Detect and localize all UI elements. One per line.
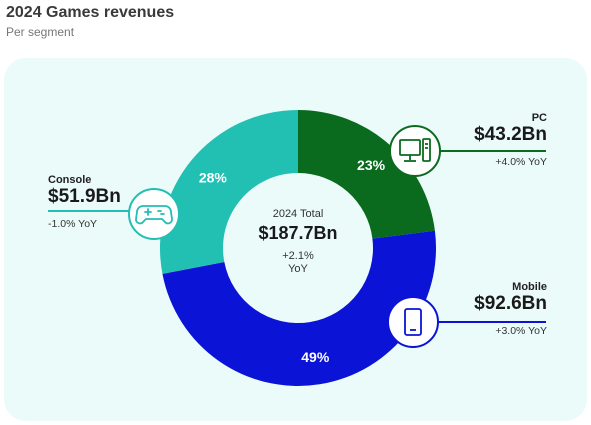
pc-icon-badge [389, 125, 441, 177]
total-summary: 2024 Total $187.7Bn +2.1% YoY [234, 208, 362, 276]
console-yoy: -1.0% YoY [48, 218, 98, 230]
total-yoy-percent: +2.1% [282, 250, 314, 262]
pc-yoy: +4.0% YoY [495, 156, 547, 168]
console-name: Console [48, 174, 92, 186]
percent-label-mobile: 49% [301, 349, 330, 365]
percent-label-pc: 23% [357, 157, 386, 173]
mobile-label-block: Mobile $92.6Bn +3.0% YoY [474, 281, 547, 337]
total-yoy: +2.1% YoY [234, 250, 362, 276]
smartphone-icon [404, 308, 422, 336]
console-icon-badge [128, 188, 180, 240]
total-title: 2024 Total [272, 208, 324, 220]
desktop-pc-icon [399, 138, 431, 162]
donut-slice-pc [298, 110, 435, 239]
mobile-value: $92.6Bn [474, 293, 547, 314]
chart-subtitle: Per segment [6, 25, 75, 39]
mobile-icon-badge [387, 296, 439, 348]
console-value: $51.9Bn [48, 186, 121, 207]
pc-label-block: PC $43.2Bn +4.0% YoY [474, 112, 547, 168]
gamepad-icon [135, 205, 173, 225]
pc-name: PC [531, 112, 547, 124]
percent-label-console: 28% [199, 170, 228, 186]
console-label-block: Console $51.9Bn -1.0% YoY [48, 174, 121, 230]
total-yoy-label: YoY [288, 263, 308, 275]
mobile-name: Mobile [512, 281, 547, 293]
total-value: $187.7Bn [258, 223, 338, 243]
mobile-yoy: +3.0% YoY [495, 325, 547, 337]
chart-title: 2024 Games revenues [6, 4, 175, 21]
donut-slice-mobile [162, 230, 436, 386]
pc-value: $43.2Bn [474, 124, 547, 145]
donut-slice-console [159, 110, 298, 274]
